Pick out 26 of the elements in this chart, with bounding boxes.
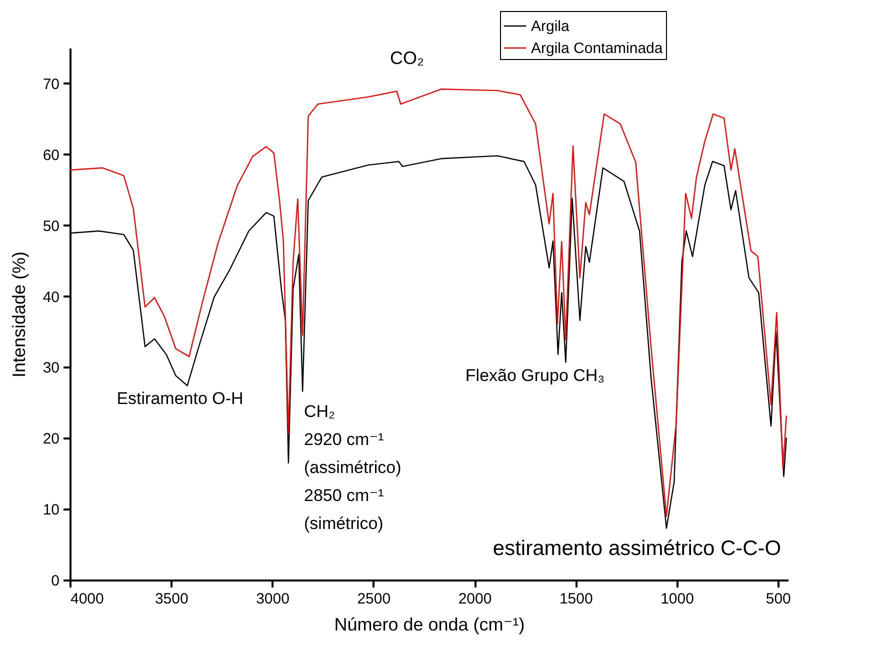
annotation: estiramento assimétrico C-C-O xyxy=(492,537,782,560)
x-tick-label: 1000 xyxy=(660,590,694,608)
y-tick-label: 30 xyxy=(42,360,60,377)
y-tick-label: 20 xyxy=(42,430,60,448)
legend-label: Argila xyxy=(531,18,570,35)
x-tick-label: 3000 xyxy=(256,590,290,608)
x-tick-label: 1500 xyxy=(559,590,593,608)
line-series xyxy=(69,88,787,517)
annotation: CO₂ xyxy=(390,48,424,68)
x-axis-title: Número de onda (cm⁻¹) xyxy=(334,614,525,634)
y-tick-label: 50 xyxy=(42,218,60,235)
x-tick-label: 2000 xyxy=(458,590,492,608)
legend-label: Argila Contaminada xyxy=(531,40,664,57)
x-tick-label: 4000 xyxy=(70,590,104,608)
x-tick-label: 2500 xyxy=(357,590,391,608)
x-tick-label: 3500 xyxy=(154,590,188,608)
y-tick-label: 0 xyxy=(51,572,60,590)
y-tick-label: 10 xyxy=(42,502,60,519)
y-tick-label: 60 xyxy=(42,146,60,164)
y-tick-label: 40 xyxy=(42,288,60,306)
annotation: Flexão Grupo CH₃ xyxy=(465,366,605,385)
x-tick-label: 500 xyxy=(766,590,791,608)
annotation: Estiramento O-H xyxy=(116,389,244,408)
y-tick-label: 70 xyxy=(42,76,60,93)
y-axis-title: Intensidade (%) xyxy=(8,251,29,378)
annotation: CH₂ 2920 cm⁻¹ (assimétrico) 2850 cm⁻¹ (simétrico) xyxy=(304,402,402,533)
